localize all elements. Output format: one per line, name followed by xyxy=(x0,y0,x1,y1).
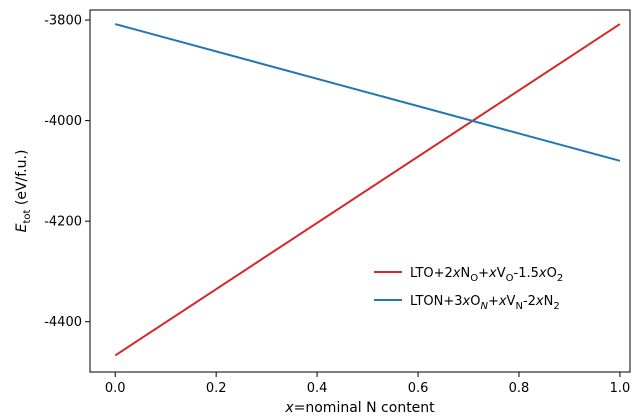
y-tick-label: -3800 xyxy=(44,14,82,29)
series-line-1 xyxy=(114,23,621,357)
plot-area xyxy=(89,9,631,373)
x-tick-label: 0.0 xyxy=(105,381,126,396)
x-tick-label: 0.4 xyxy=(307,381,328,396)
x-axis-label: x=nominal N content xyxy=(284,400,435,416)
legend-label-1: LTO+2xNO+xVO-1.5xO2 xyxy=(410,266,563,284)
x-tick-label: 0.6 xyxy=(408,381,429,396)
legend-label-2: LTON+3xON+xVN-2xN2 xyxy=(410,294,560,312)
y-tick-label: -4200 xyxy=(44,215,82,230)
x-tick-label: 0.8 xyxy=(509,381,530,396)
legend: LTO+2xNO+xVO-1.5xO2 LTON+3xON+xVN-2xN2 xyxy=(374,266,563,312)
y-tick-label: -4400 xyxy=(44,315,82,330)
y-axis-ticks: -3800 -4000 -4200 -4400 xyxy=(44,14,90,330)
x-axis-ticks: 0.0 0.2 0.4 0.6 0.8 1.0 xyxy=(105,372,630,396)
series-lines xyxy=(114,23,621,357)
y-axis-label: Etot (eV/f.u.) xyxy=(14,150,33,233)
x-tick-label: 0.2 xyxy=(206,381,227,396)
x-tick-label: 1.0 xyxy=(610,381,631,396)
series-line-2 xyxy=(114,23,621,162)
y-tick-label: -4000 xyxy=(44,114,82,129)
